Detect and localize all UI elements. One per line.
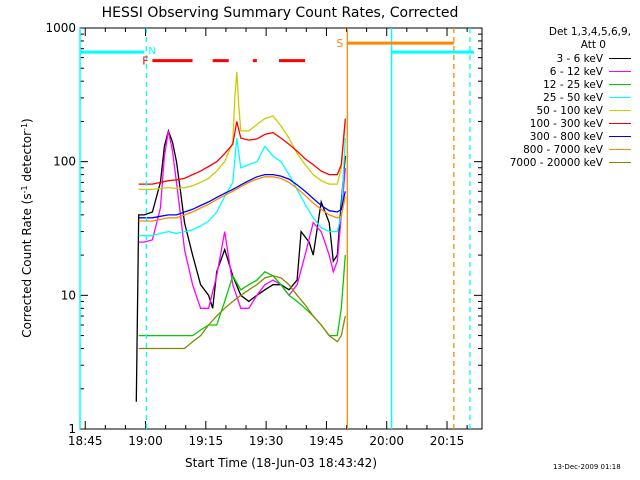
y-axis-label-sup: -1	[20, 185, 29, 193]
legend-swatch	[609, 110, 631, 111]
x-tick-label: 19:45	[309, 434, 344, 448]
series-line	[138, 176, 346, 222]
series-line	[138, 71, 346, 191]
flare-label: F	[142, 55, 148, 68]
legend-swatch	[609, 71, 631, 72]
series-line	[138, 130, 346, 309]
legend-item-label: 50 - 100 keV	[536, 104, 603, 117]
y-axis-label: Corrected Count Rate (s-1 detector-1)	[20, 118, 35, 337]
s-label: S	[336, 37, 343, 50]
legend-item-label: 6 - 12 keV	[549, 65, 603, 78]
legend-item-label: 7000 - 20000 keV	[509, 156, 603, 169]
series-line	[135, 128, 346, 402]
legend-swatch	[609, 123, 631, 124]
y-axis-label-part: Corrected Count Rate (s	[20, 193, 34, 337]
y-axis-ticks: 1 10 100 1000	[45, 21, 482, 436]
legend-header-line: Att 0	[580, 39, 606, 51]
series-line	[138, 138, 346, 237]
legend-item: 6 - 12 keV	[486, 65, 636, 78]
y-tick-label: 100	[53, 155, 76, 169]
series-layer	[135, 71, 346, 402]
legend-swatch	[609, 136, 631, 137]
legend-item-label: 100 - 300 keV	[529, 117, 603, 130]
x-tick-label: 20:00	[369, 434, 404, 448]
x-tick-label: 19:15	[189, 434, 224, 448]
legend-item: 25 - 50 keV	[486, 91, 636, 104]
series-line	[138, 118, 346, 185]
legend-swatch	[609, 149, 631, 150]
legend-item: 3 - 6 keV	[486, 52, 636, 65]
legend-rows: 3 - 6 keV 6 - 12 keV 12 - 25 keV 25 - 50 ke…	[486, 52, 636, 169]
legend-item-label: 800 - 7000 keV	[523, 143, 603, 156]
legend-item-label: 300 - 800 keV	[529, 130, 603, 143]
annotation-layer: NF S	[79, 28, 474, 429]
legend-swatch	[609, 84, 631, 85]
legend-swatch	[609, 97, 631, 98]
legend: Det 1,3,4,5,6,9, Att 0 3 - 6 keV 6 - 12 k…	[486, 26, 636, 169]
y-tick-label: 10	[61, 288, 76, 302]
y-tick-label: 1000	[45, 21, 76, 35]
legend-header-line: Det 1,3,4,5,6,9,	[548, 26, 631, 38]
legend-swatch	[609, 58, 631, 59]
legend-swatch	[609, 162, 631, 163]
generation-timestamp: 13-Dec-2009 01:18	[553, 463, 621, 471]
legend-item: 7000 - 20000 keV	[486, 156, 636, 169]
x-tick-label: 19:00	[128, 434, 163, 448]
y-tick-label: 1	[68, 422, 76, 436]
x-tick-label: 19:30	[249, 434, 284, 448]
legend-item: 50 - 100 keV	[486, 104, 636, 117]
saa-label: N	[148, 46, 155, 57]
series-line	[138, 255, 346, 337]
legend-item-label: 12 - 25 keV	[543, 78, 603, 91]
x-tick-label: 20:15	[430, 434, 465, 448]
y-axis-label-part: detector	[20, 131, 34, 186]
legend-item: 800 - 7000 keV	[486, 143, 636, 156]
legend-item: 12 - 25 keV	[486, 78, 636, 91]
legend-item-label: 3 - 6 keV	[556, 52, 603, 65]
chart-title: HESSI Observing Summary Count Rates, Cor…	[102, 5, 459, 21]
x-axis-ticks: 18:45 19:00 19:15 19:30 19:45 20:00 20:15	[68, 28, 468, 448]
series-line	[138, 275, 346, 350]
series-line	[138, 173, 346, 219]
plot-frame	[79, 27, 483, 430]
legend-item: 300 - 800 keV	[486, 130, 636, 143]
legend-item: 100 - 300 keV	[486, 117, 636, 130]
y-axis-label-sup: -1	[20, 123, 29, 131]
x-tick-label: 18:45	[68, 434, 103, 448]
y-axis-label-part: )	[20, 118, 34, 123]
x-axis-label: Start Time (18-Jun-03 18:43:42)	[185, 456, 377, 470]
legend-item-label: 25 - 50 keV	[543, 91, 603, 104]
